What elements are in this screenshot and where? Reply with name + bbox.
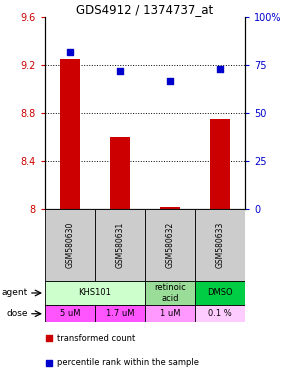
Text: agent: agent <box>2 288 28 298</box>
Bar <box>145 209 195 281</box>
Bar <box>60 59 80 209</box>
Bar <box>160 207 180 209</box>
Bar <box>45 281 145 305</box>
Point <box>47 335 51 341</box>
Text: GSM580631: GSM580631 <box>115 222 124 268</box>
Text: percentile rank within the sample: percentile rank within the sample <box>57 358 200 367</box>
Point <box>118 68 122 74</box>
Point <box>68 49 72 55</box>
Point <box>47 360 51 366</box>
Title: GDS4912 / 1374737_at: GDS4912 / 1374737_at <box>76 3 214 16</box>
Bar <box>195 281 245 305</box>
Bar <box>195 305 245 322</box>
Bar <box>95 305 145 322</box>
Bar <box>110 137 130 209</box>
Bar <box>45 209 95 281</box>
Bar <box>145 281 195 305</box>
Text: GSM580633: GSM580633 <box>215 222 224 268</box>
Bar <box>45 305 95 322</box>
Bar <box>195 209 245 281</box>
Text: transformed count: transformed count <box>57 334 136 343</box>
Point <box>218 66 222 72</box>
Text: 0.1 %: 0.1 % <box>208 309 232 318</box>
Text: 1.7 uM: 1.7 uM <box>106 309 134 318</box>
Text: DMSO: DMSO <box>207 288 233 298</box>
Text: 5 uM: 5 uM <box>60 309 80 318</box>
Bar <box>95 209 145 281</box>
Text: retinoic
acid: retinoic acid <box>154 283 186 303</box>
Text: GSM580632: GSM580632 <box>166 222 175 268</box>
Text: GSM580630: GSM580630 <box>66 222 75 268</box>
Bar <box>145 305 195 322</box>
Text: KHS101: KHS101 <box>79 288 111 298</box>
Text: 1 uM: 1 uM <box>160 309 180 318</box>
Point <box>168 78 172 84</box>
Text: dose: dose <box>6 309 28 318</box>
Bar <box>210 119 230 209</box>
